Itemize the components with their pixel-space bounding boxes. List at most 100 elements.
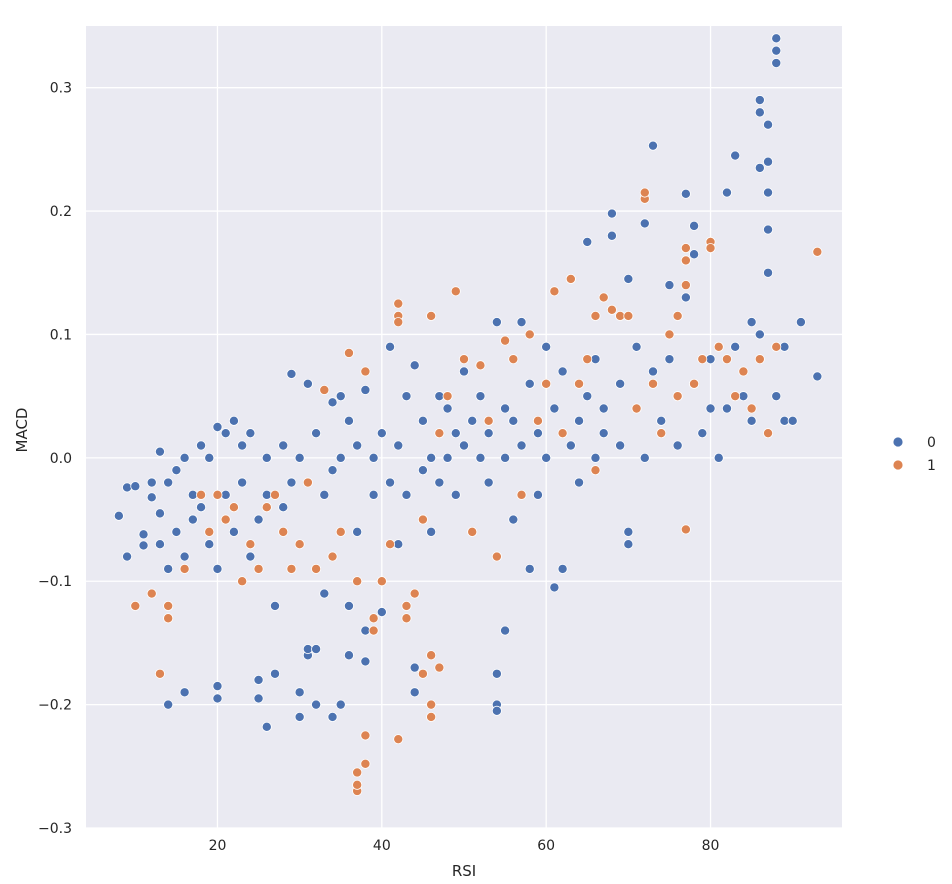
scatter-point-series-1 bbox=[401, 600, 412, 611]
x-tick-label: 20 bbox=[209, 838, 227, 854]
scatter-point-series-1 bbox=[631, 403, 642, 414]
scatter-point-series-0 bbox=[557, 563, 568, 574]
scatter-point-series-1 bbox=[450, 286, 461, 297]
scatter-point-series-1 bbox=[352, 767, 363, 778]
scatter-point-series-0 bbox=[368, 452, 379, 463]
scatter-point-series-1 bbox=[680, 255, 691, 266]
scatter-point-series-0 bbox=[689, 249, 700, 260]
scatter-point-series-0 bbox=[697, 428, 708, 439]
scatter-point-series-0 bbox=[286, 368, 297, 379]
scatter-point-series-0 bbox=[196, 440, 207, 451]
scatter-point-series-1 bbox=[582, 354, 593, 365]
scatter-point-series-0 bbox=[680, 292, 691, 303]
scatter-point-series-1 bbox=[475, 360, 486, 371]
scatter-point-series-0 bbox=[771, 45, 782, 56]
scatter-point-series-1 bbox=[648, 378, 659, 389]
scatter-point-series-1 bbox=[269, 489, 280, 500]
legend-marker bbox=[892, 459, 904, 471]
scatter-point-series-1 bbox=[212, 489, 223, 500]
scatter-point-series-0 bbox=[311, 644, 322, 655]
y-tick-label: −0.1 bbox=[38, 574, 72, 590]
scatter-point-series-0 bbox=[754, 107, 765, 118]
scatter-point-series-0 bbox=[623, 539, 634, 550]
scatter-point-series-0 bbox=[754, 329, 765, 340]
scatter-point-series-0 bbox=[524, 563, 535, 574]
scatter-point-series-0 bbox=[311, 699, 322, 710]
scatter-point-series-1 bbox=[409, 588, 420, 599]
scatter-point-series-0 bbox=[730, 341, 741, 352]
scatter-point-series-0 bbox=[278, 502, 289, 513]
scatter-point-series-0 bbox=[401, 391, 412, 402]
scatter-point-series-0 bbox=[409, 687, 420, 698]
scatter-point-series-1 bbox=[680, 280, 691, 291]
scatter-point-series-0 bbox=[754, 162, 765, 173]
scatter-point-series-1 bbox=[360, 758, 371, 769]
scatter-point-series-1 bbox=[434, 428, 445, 439]
scatter-point-series-1 bbox=[680, 243, 691, 254]
legend: 01 bbox=[892, 435, 936, 474]
scatter-point-series-0 bbox=[442, 452, 453, 463]
scatter-point-series-0 bbox=[812, 371, 823, 382]
y-tick-label: 0.2 bbox=[50, 204, 72, 220]
scatter-point-series-0 bbox=[154, 446, 165, 457]
scatter-point-series-0 bbox=[713, 452, 724, 463]
scatter-point-series-1 bbox=[656, 428, 667, 439]
scatter-point-series-0 bbox=[319, 489, 330, 500]
scatter-point-series-0 bbox=[516, 440, 527, 451]
scatter-point-series-0 bbox=[352, 526, 363, 537]
scatter-point-series-1 bbox=[368, 613, 379, 624]
scatter-point-series-1 bbox=[163, 600, 174, 611]
scatter-point-series-1 bbox=[680, 524, 691, 535]
scatter-point-series-1 bbox=[557, 428, 568, 439]
scatter-point-series-0 bbox=[771, 58, 782, 69]
scatter-point-series-1 bbox=[376, 576, 387, 587]
scatter-point-series-1 bbox=[360, 730, 371, 741]
scatter-point-series-0 bbox=[582, 391, 593, 402]
scatter-point-series-1 bbox=[541, 378, 552, 389]
scatter-point-series-0 bbox=[163, 699, 174, 710]
scatter-point-series-1 bbox=[672, 310, 683, 321]
scatter-point-series-0 bbox=[401, 489, 412, 500]
scatter-point-series-0 bbox=[500, 625, 511, 636]
scatter-point-series-1 bbox=[590, 465, 601, 476]
scatter-point-series-0 bbox=[639, 452, 650, 463]
scatter-point-series-0 bbox=[417, 415, 428, 426]
plot-area-background bbox=[86, 26, 842, 828]
scatter-point-series-0 bbox=[656, 415, 667, 426]
legend-marker bbox=[892, 436, 904, 448]
scatter-point-series-1 bbox=[746, 403, 757, 414]
scatter-point-series-0 bbox=[680, 188, 691, 199]
y-tick-label: −0.3 bbox=[38, 821, 72, 837]
scatter-point-series-0 bbox=[253, 674, 264, 685]
scatter-point-series-0 bbox=[500, 403, 511, 414]
scatter-point-series-1 bbox=[664, 329, 675, 340]
legend-label: 1 bbox=[927, 458, 936, 474]
scatter-point-series-1 bbox=[672, 391, 683, 402]
scatter-point-series-0 bbox=[138, 540, 149, 551]
scatter-point-series-0 bbox=[261, 721, 272, 732]
scatter-point-series-0 bbox=[664, 354, 675, 365]
scatter-point-series-0 bbox=[672, 440, 683, 451]
scatter-point-series-0 bbox=[763, 119, 774, 130]
grid-lines bbox=[86, 26, 842, 829]
scatter-point-series-1 bbox=[639, 187, 650, 198]
scatter-point-series-0 bbox=[319, 588, 330, 599]
scatter-point-series-0 bbox=[335, 391, 346, 402]
scatter-point-series-1 bbox=[442, 391, 453, 402]
scatter-point-series-0 bbox=[122, 482, 133, 493]
scatter-point-series-0 bbox=[639, 218, 650, 229]
scatter-point-series-0 bbox=[574, 477, 585, 488]
scatter-point-series-1 bbox=[426, 711, 437, 722]
scatter-point-series-1 bbox=[426, 310, 437, 321]
scatter-point-series-0 bbox=[689, 220, 700, 231]
scatter-point-series-0 bbox=[335, 699, 346, 710]
scatter-point-series-0 bbox=[524, 378, 535, 389]
scatter-point-series-0 bbox=[458, 440, 469, 451]
x-tick-label: 80 bbox=[702, 838, 720, 854]
scatter-point-series-0 bbox=[138, 529, 149, 540]
scatter-point-series-0 bbox=[171, 465, 182, 476]
scatter-point-series-1 bbox=[228, 502, 239, 513]
y-tick-label: −0.2 bbox=[38, 698, 72, 714]
scatter-point-series-0 bbox=[163, 563, 174, 574]
scatter-point-series-1 bbox=[343, 347, 354, 358]
